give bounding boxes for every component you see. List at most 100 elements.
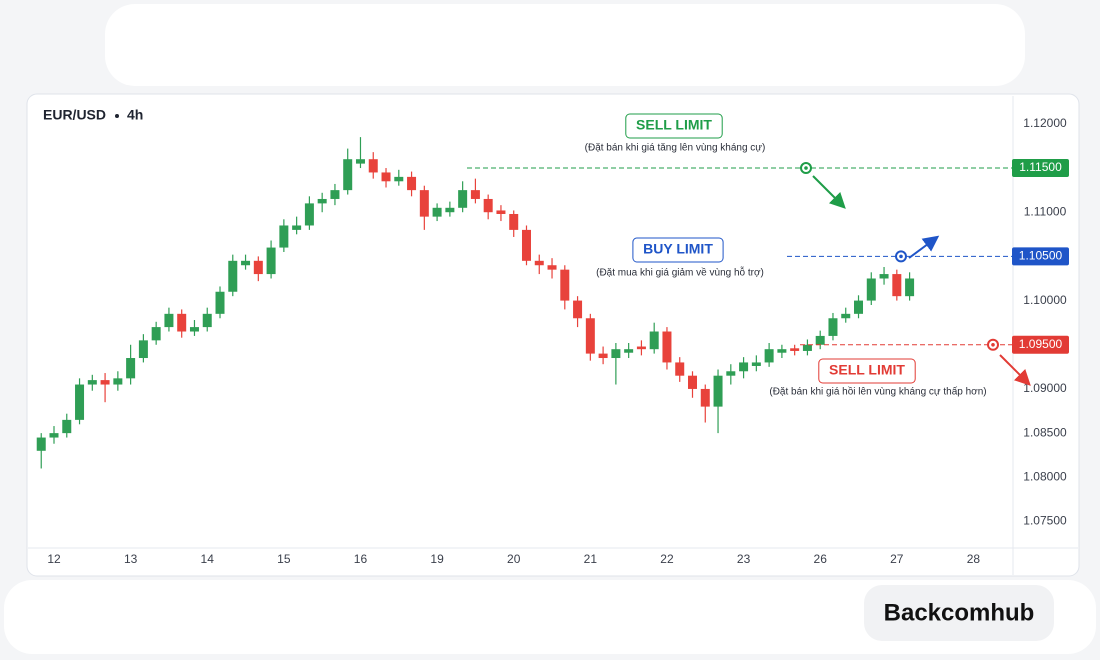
candle-body bbox=[688, 375, 697, 389]
candle-body bbox=[598, 353, 608, 359]
level-label: 1.10500 bbox=[1019, 249, 1063, 263]
y-tick-label: 1.07500 bbox=[1023, 514, 1067, 528]
candle-body bbox=[764, 349, 774, 363]
candle-body bbox=[458, 190, 468, 208]
candle-body bbox=[713, 375, 723, 407]
candle-body bbox=[739, 362, 749, 372]
y-tick-label: 1.09000 bbox=[1023, 381, 1067, 395]
candle-body bbox=[151, 327, 161, 341]
x-tick-label: 19 bbox=[430, 552, 444, 566]
candle-body bbox=[381, 172, 391, 182]
candle-body bbox=[585, 318, 595, 354]
y-tick-label: 1.10000 bbox=[1023, 293, 1067, 307]
candle-body bbox=[675, 362, 685, 376]
candle-body bbox=[879, 274, 889, 279]
brand-badge bbox=[864, 585, 1054, 641]
candle-body bbox=[36, 437, 46, 451]
level-marker-dot bbox=[804, 166, 808, 170]
level-label: 1.11500 bbox=[1019, 160, 1062, 174]
candle-body bbox=[292, 225, 302, 230]
candle-body bbox=[662, 331, 672, 363]
candle-body bbox=[534, 260, 544, 266]
candle-body bbox=[241, 260, 251, 266]
candle-body bbox=[611, 349, 621, 359]
candle-body bbox=[445, 207, 455, 213]
candle-body bbox=[62, 419, 72, 434]
candle-body bbox=[164, 313, 174, 328]
y-tick-label: 1.11000 bbox=[1024, 204, 1067, 218]
annotation-box bbox=[632, 237, 724, 263]
candle-body bbox=[700, 388, 710, 407]
annotation-title: BUY LIMIT bbox=[643, 241, 713, 257]
level-marker-dot bbox=[899, 254, 903, 259]
candle-body bbox=[419, 190, 429, 217]
candle-body bbox=[304, 203, 314, 226]
candle-body bbox=[624, 349, 634, 353]
bottom-card bbox=[4, 580, 1096, 654]
annotation-text: (Đặt bán khi giá tăng lên vùng kháng cự) bbox=[585, 143, 766, 154]
brand: Backcomhub bbox=[884, 599, 1035, 626]
level-tag bbox=[1012, 335, 1069, 354]
candle-body bbox=[726, 371, 736, 376]
candle-body bbox=[330, 190, 340, 199]
candle-body bbox=[470, 190, 480, 199]
x-tick-label: 14 bbox=[201, 552, 215, 566]
arrow bbox=[812, 175, 846, 209]
candle-body bbox=[138, 340, 148, 359]
candle-body bbox=[113, 378, 123, 385]
candle-body bbox=[126, 358, 136, 379]
candle-body bbox=[266, 247, 276, 275]
candle-body bbox=[636, 346, 646, 350]
candle-body bbox=[828, 318, 838, 336]
candle-body bbox=[75, 384, 85, 420]
chart-title: EUR/USD bbox=[43, 107, 106, 123]
candle-body bbox=[49, 433, 59, 438]
candle-body bbox=[815, 335, 825, 345]
candle-body bbox=[317, 198, 327, 204]
x-tick-label: 23 bbox=[737, 552, 751, 566]
y-tick-label: 1.08000 bbox=[1023, 469, 1067, 483]
candle-body bbox=[202, 313, 212, 328]
candle-body bbox=[189, 327, 199, 332]
timeframe: 4h bbox=[127, 107, 143, 123]
plot-area: 1.07500 1.08000 1.08500 1.09000 1.09500 1.100… bbox=[36, 113, 1069, 566]
candle-body bbox=[547, 265, 557, 270]
candle-body bbox=[496, 210, 506, 214]
candle-body bbox=[215, 291, 225, 314]
candle-body bbox=[509, 213, 519, 230]
candle-body bbox=[228, 260, 238, 292]
candle-body bbox=[790, 348, 800, 351]
candle-body bbox=[407, 176, 417, 191]
annotation-text: (Đặt mua khi giá giảm về vùng hỗ trợ) bbox=[596, 266, 764, 279]
annotation-title: SELL LIMIT bbox=[829, 362, 905, 378]
candle-body bbox=[368, 159, 378, 173]
y-tick-label: 1.08500 bbox=[1023, 425, 1067, 439]
x-tick-label: 15 bbox=[277, 552, 291, 566]
x-tick-label: 27 bbox=[890, 552, 904, 566]
candle-body bbox=[560, 269, 570, 301]
annotation-title: SELL LIMIT bbox=[636, 117, 712, 133]
x-tick-label: 22 bbox=[660, 552, 674, 566]
annotation-box bbox=[818, 358, 916, 384]
candle-body bbox=[355, 159, 365, 164]
candle-body bbox=[394, 176, 404, 182]
arrow bbox=[908, 235, 940, 259]
candle-body bbox=[279, 225, 289, 248]
candle-body bbox=[905, 278, 915, 297]
level-label: 1.09500 bbox=[1019, 337, 1063, 351]
chart-panel bbox=[26, 93, 1080, 577]
candle-body bbox=[100, 380, 110, 385]
top-card bbox=[105, 4, 1025, 86]
candle-body bbox=[892, 274, 902, 297]
x-tick-label: 21 bbox=[584, 552, 598, 566]
candle-body bbox=[854, 300, 864, 314]
candle-body bbox=[866, 278, 876, 301]
candle-body bbox=[841, 313, 851, 319]
candle-body bbox=[573, 300, 583, 319]
candle-body bbox=[432, 207, 442, 217]
x-tick-label: 16 bbox=[354, 552, 368, 566]
x-tick-label: 28 bbox=[967, 552, 981, 566]
annotation-box bbox=[625, 113, 723, 139]
